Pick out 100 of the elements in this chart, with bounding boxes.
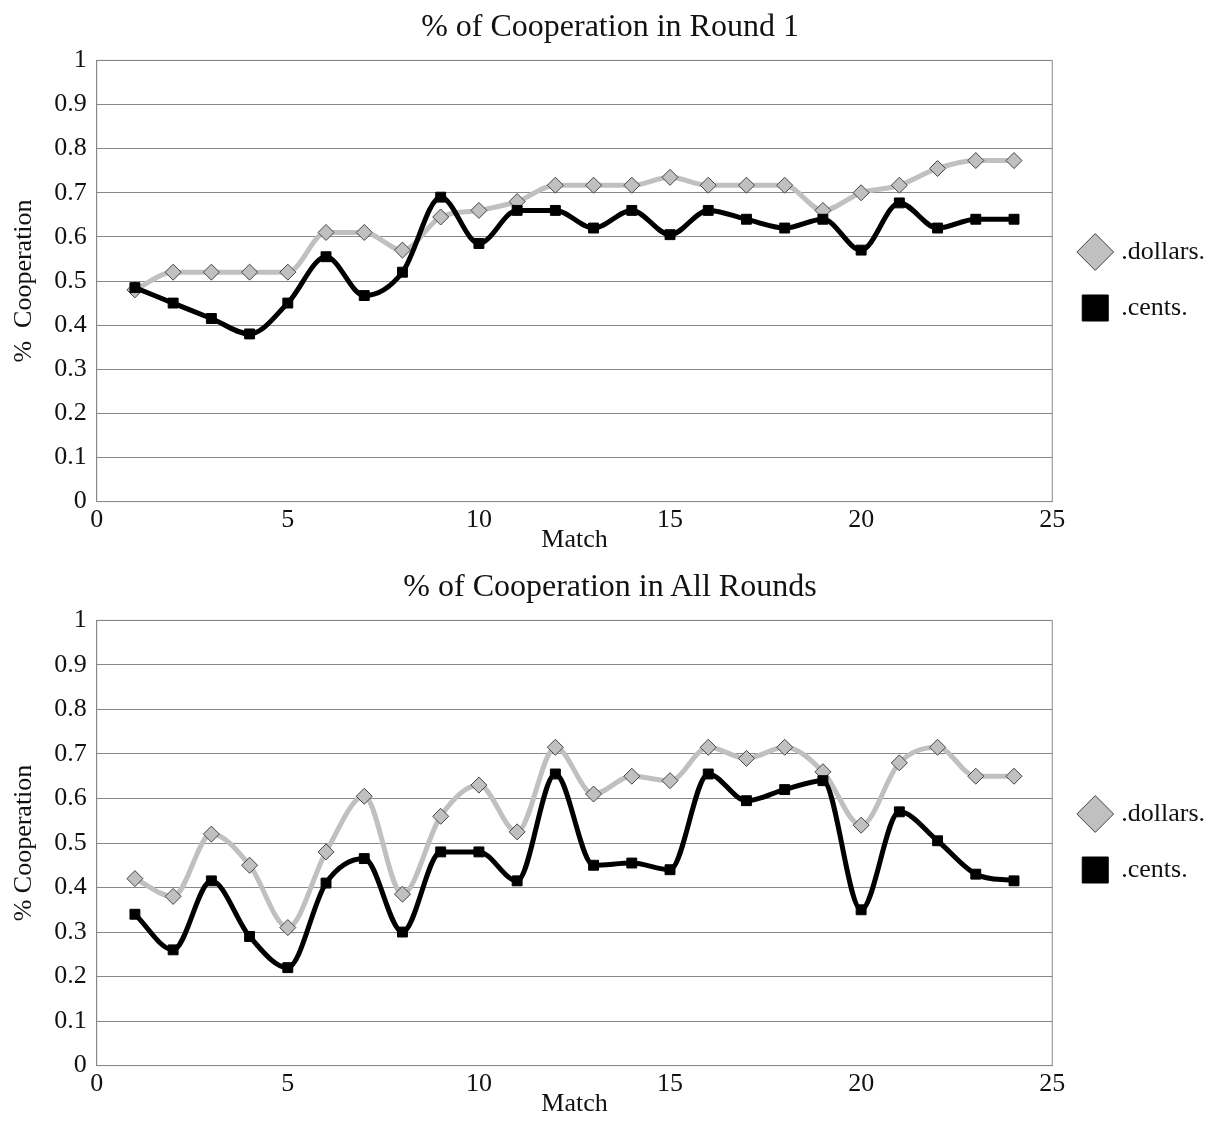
point xyxy=(779,784,791,796)
y-tick-label: 0 xyxy=(73,485,87,515)
point xyxy=(317,843,335,861)
legend-label: .dollars. xyxy=(1121,797,1205,827)
y-tick-label: 0.1 xyxy=(54,441,87,471)
point xyxy=(702,204,714,216)
point xyxy=(702,768,714,780)
y-tick-label: 0.6 xyxy=(54,782,87,812)
point xyxy=(588,222,600,234)
y-tick-label: 0.5 xyxy=(54,826,87,856)
point xyxy=(167,944,179,956)
point xyxy=(699,738,717,756)
point xyxy=(1005,152,1023,170)
x-tick-label: 10 xyxy=(465,1068,492,1098)
y-tick-label: 0.5 xyxy=(54,264,87,294)
point xyxy=(393,241,411,259)
point xyxy=(279,263,297,281)
point xyxy=(473,846,485,858)
point xyxy=(623,767,641,785)
point xyxy=(393,885,411,903)
point xyxy=(432,807,450,825)
point xyxy=(508,823,526,841)
point xyxy=(511,204,523,216)
y-tick-label: 0.8 xyxy=(54,693,87,723)
point xyxy=(1005,767,1023,785)
point xyxy=(320,251,332,263)
point xyxy=(932,222,944,234)
point xyxy=(202,825,220,843)
point xyxy=(776,738,794,756)
point xyxy=(129,908,141,920)
point xyxy=(929,738,947,756)
x-tick-label: 5 xyxy=(281,504,295,534)
point xyxy=(435,191,447,203)
point xyxy=(585,176,603,194)
y-tick-label: 0.9 xyxy=(54,648,87,678)
y-tick-label: 0.9 xyxy=(54,88,87,118)
point xyxy=(358,853,370,865)
legend-label: .cents. xyxy=(1121,853,1188,883)
y-tick-label: 1 xyxy=(73,604,87,634)
y-tick-label: 0.4 xyxy=(54,308,87,338)
point xyxy=(470,201,488,219)
x-tick-label: 25 xyxy=(1039,1068,1066,1098)
point xyxy=(967,767,985,785)
y-tick-label: 0.7 xyxy=(54,176,87,206)
x-tick-label: 25 xyxy=(1039,504,1066,534)
point xyxy=(890,176,908,194)
point xyxy=(779,222,791,234)
y-tick-label: 0.3 xyxy=(54,353,87,383)
point xyxy=(737,749,755,767)
point xyxy=(435,846,447,858)
point xyxy=(164,263,182,281)
x-tick-label: 10 xyxy=(465,504,492,534)
point xyxy=(546,176,564,194)
point xyxy=(855,904,867,916)
y-axis-title: % Cooperation xyxy=(8,199,38,363)
point xyxy=(244,328,256,340)
point xyxy=(852,816,870,834)
point xyxy=(511,875,523,887)
chart-title: % of Cooperation in All Rounds xyxy=(403,566,817,603)
point xyxy=(279,919,297,937)
x-axis-title: Match xyxy=(541,524,608,554)
point xyxy=(661,772,679,790)
point xyxy=(741,213,752,225)
point xyxy=(473,238,485,249)
point xyxy=(588,859,600,871)
legend-label: .cents. xyxy=(1121,291,1188,321)
y-tick-label: 0 xyxy=(73,1049,87,1079)
point xyxy=(817,775,829,787)
point xyxy=(737,176,755,194)
point xyxy=(893,806,905,818)
point xyxy=(1008,875,1020,887)
point xyxy=(355,223,373,241)
y-tick-label: 0.6 xyxy=(54,220,87,250)
point xyxy=(432,208,450,226)
point xyxy=(317,223,335,241)
y-tick-label: 1 xyxy=(73,44,87,74)
x-tick-label: 20 xyxy=(848,1068,875,1098)
point xyxy=(893,197,905,209)
point xyxy=(967,152,985,170)
y-axis-title: % Cooperation xyxy=(8,764,38,922)
y-tick-label: 0.4 xyxy=(54,871,87,901)
point xyxy=(626,857,638,869)
point xyxy=(852,184,870,202)
y-tick-label: 0.8 xyxy=(54,132,87,162)
point xyxy=(970,213,982,225)
point xyxy=(776,176,794,194)
x-tick-label: 20 xyxy=(848,504,875,534)
y-tick-label: 0.1 xyxy=(54,1004,87,1034)
point xyxy=(126,870,144,888)
point xyxy=(929,159,947,177)
point xyxy=(890,754,908,772)
point xyxy=(397,926,408,938)
x-tick-label: 15 xyxy=(657,504,684,534)
point xyxy=(282,962,294,974)
point xyxy=(932,835,944,847)
point xyxy=(1008,213,1020,225)
point xyxy=(970,868,982,880)
chart-title: % of Cooperation in Round 1 xyxy=(421,6,799,43)
y-tick-label: 0.7 xyxy=(54,737,87,767)
point xyxy=(241,263,259,281)
